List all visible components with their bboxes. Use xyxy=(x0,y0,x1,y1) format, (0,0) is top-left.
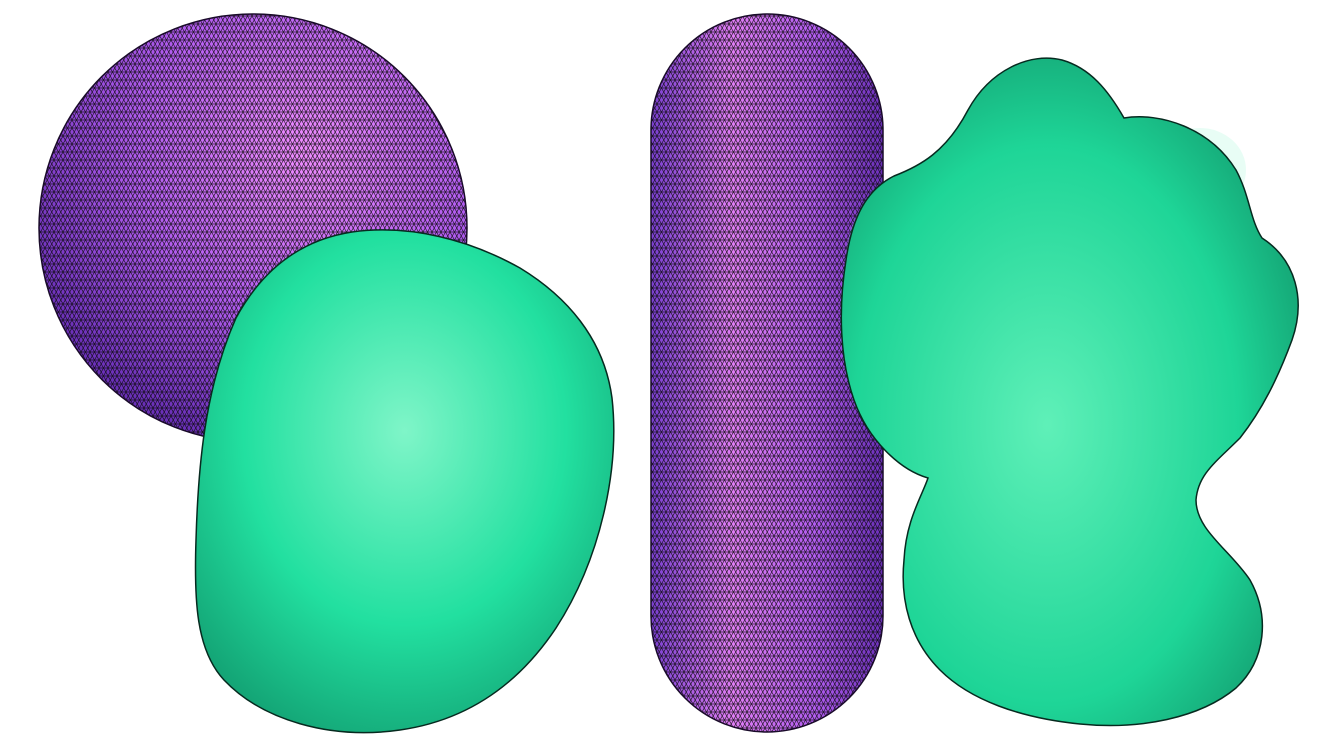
purple-capsule xyxy=(650,13,884,733)
green-deformed-blob xyxy=(194,229,615,734)
green-bumpy-blob xyxy=(840,57,1299,727)
left-pair xyxy=(38,13,615,734)
right-pair xyxy=(650,13,1299,733)
